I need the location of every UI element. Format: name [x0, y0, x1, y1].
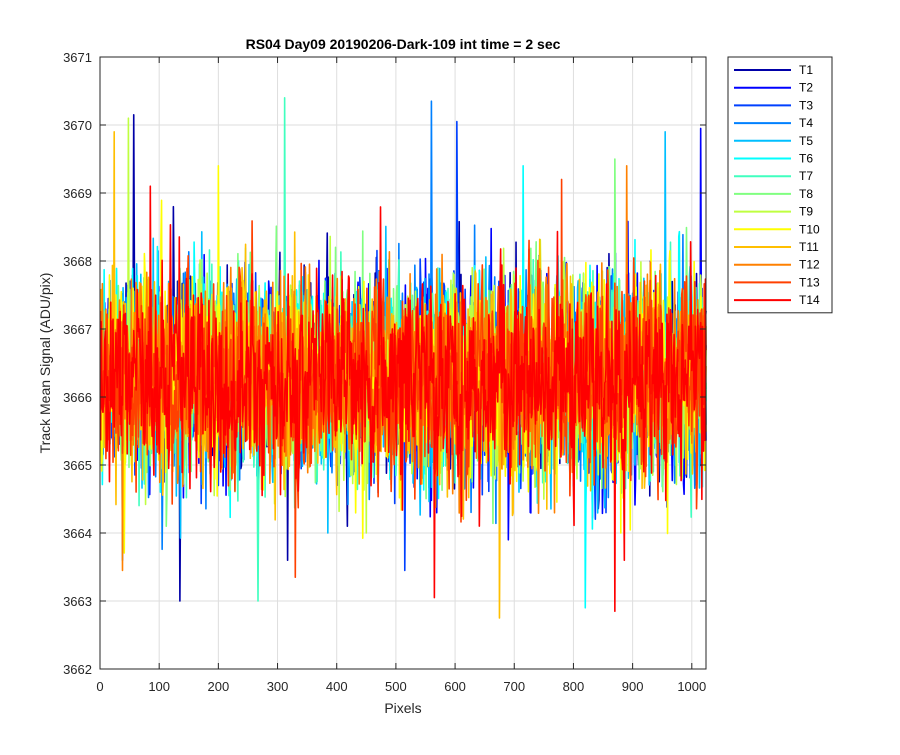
legend-label-t8: T8: [799, 187, 813, 201]
x-tick-label: 700: [503, 679, 525, 694]
plot-frame: [99, 56, 707, 670]
x-tick-label: 800: [563, 679, 585, 694]
legend-label-t3: T3: [799, 98, 813, 112]
x-axis-label: Pixels: [384, 700, 421, 716]
y-tick-label: 3670: [63, 118, 92, 133]
legend-label-t2: T2: [799, 81, 813, 95]
y-tick-label: 3662: [63, 662, 92, 677]
legend-label-t14: T14: [799, 293, 820, 307]
axis-ticks: 0 100 200 300 400 500 600 700 800 900 1000 3662 3663…: [63, 50, 706, 694]
y-tick-label: 3671: [63, 50, 92, 65]
series-lines: [99, 97, 707, 619]
x-tick-label: 900: [622, 679, 644, 694]
x-tick-label: 100: [148, 679, 170, 694]
legend-label-t6: T6: [799, 152, 813, 166]
legend-label-t11: T11: [799, 240, 819, 254]
x-tick-label: 600: [444, 679, 466, 694]
y-tick-label: 3664: [63, 526, 92, 541]
y-tick-label: 3668: [63, 254, 92, 269]
legend-label-t9: T9: [799, 205, 813, 219]
chart-title: RS04 Day09 20190206-Dark-109 int time = …: [246, 36, 561, 52]
series-line-t14: [99, 185, 707, 612]
legend-label-t1: T1: [799, 63, 813, 77]
x-tick-label: 200: [208, 679, 230, 694]
x-tick-label: 0: [96, 679, 103, 694]
legend-label-t7: T7: [799, 169, 813, 183]
legend-label-t12: T12: [799, 258, 820, 272]
y-tick-label: 3667: [63, 322, 92, 337]
y-tick-label: 3666: [63, 390, 92, 405]
y-tick-label: 3669: [63, 186, 92, 201]
y-tick-label: 3663: [63, 594, 92, 609]
legend-label-t13: T13: [799, 275, 820, 289]
x-tick-label: 1000: [677, 679, 706, 694]
x-tick-label: 400: [326, 679, 348, 694]
legend-label-t10: T10: [799, 222, 820, 236]
legend-box: [727, 56, 833, 314]
legend-label-t5: T5: [799, 134, 813, 148]
y-tick-label: 3665: [63, 458, 92, 473]
x-tick-label: 300: [267, 679, 289, 694]
legend: T1 T2 T3 T4 T5 T6 T7 T8 T9 T10 T11 T12 T13 T14: [727, 56, 833, 314]
legend-label-t4: T4: [799, 116, 813, 130]
y-axis-label: Track Mean Signal (ADU/pix): [37, 273, 53, 454]
x-tick-label: 500: [385, 679, 407, 694]
